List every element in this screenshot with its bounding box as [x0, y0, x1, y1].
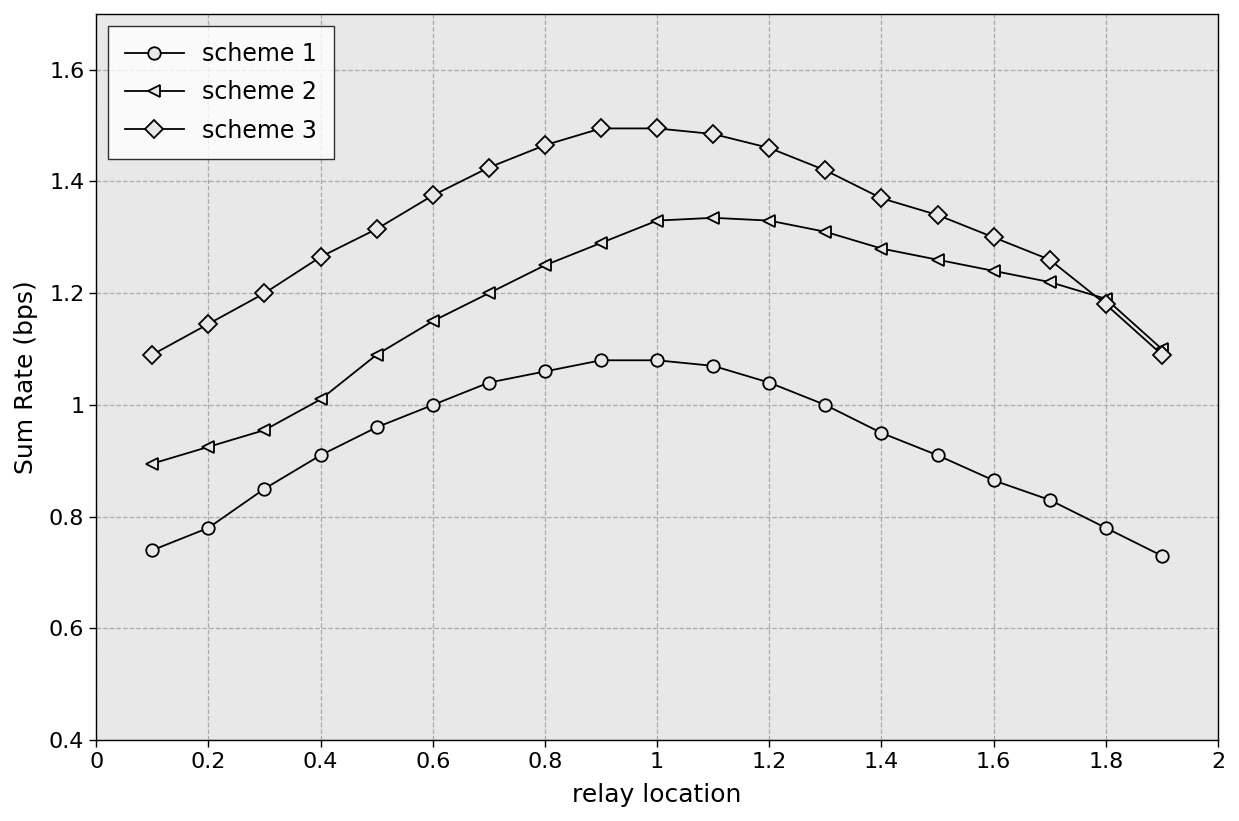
scheme 2: [425, 316, 440, 326]
scheme 2: [201, 442, 216, 452]
scheme 1: [986, 475, 1001, 485]
scheme 2: [145, 459, 160, 469]
scheme 3: [369, 224, 384, 234]
scheme 3: [593, 123, 608, 133]
scheme 1: [313, 451, 328, 461]
scheme 1: [256, 484, 271, 493]
scheme 1: [369, 422, 384, 432]
scheme 3: [201, 319, 216, 329]
Line: scheme 2: scheme 2: [146, 212, 1168, 470]
scheme 3: [649, 123, 664, 133]
scheme 2: [538, 260, 553, 270]
scheme 1: [649, 355, 664, 365]
scheme 3: [930, 210, 945, 220]
scheme 2: [1099, 294, 1114, 304]
X-axis label: relay location: relay location: [572, 783, 742, 807]
scheme 3: [482, 163, 497, 172]
scheme 2: [818, 227, 833, 236]
scheme 1: [873, 428, 888, 438]
scheme 3: [818, 165, 833, 175]
Y-axis label: Sum Rate (bps): Sum Rate (bps): [14, 280, 38, 474]
scheme 1: [425, 400, 440, 410]
scheme 3: [1155, 350, 1170, 360]
scheme 1: [818, 400, 833, 410]
scheme 2: [313, 394, 328, 404]
scheme 3: [313, 252, 328, 262]
scheme 2: [649, 216, 664, 226]
Line: scheme 3: scheme 3: [146, 122, 1168, 361]
Legend: scheme 1, scheme 2, scheme 3: scheme 1, scheme 2, scheme 3: [108, 25, 333, 159]
scheme 3: [1099, 300, 1114, 310]
scheme 1: [538, 366, 553, 376]
scheme 3: [538, 140, 553, 150]
scheme 1: [930, 451, 945, 461]
scheme 3: [873, 193, 888, 203]
scheme 1: [145, 545, 160, 555]
scheme 3: [256, 288, 271, 298]
scheme 2: [762, 216, 777, 226]
scheme 2: [1042, 277, 1057, 287]
scheme 2: [706, 213, 721, 222]
scheme 1: [1155, 551, 1170, 561]
scheme 3: [1042, 255, 1057, 264]
scheme 3: [425, 190, 440, 200]
scheme 1: [593, 355, 608, 365]
scheme 3: [762, 143, 777, 153]
scheme 2: [873, 244, 888, 254]
scheme 3: [986, 232, 1001, 242]
scheme 2: [1155, 344, 1170, 354]
scheme 3: [145, 350, 160, 360]
scheme 2: [256, 425, 271, 435]
scheme 2: [593, 238, 608, 248]
scheme 1: [706, 361, 721, 371]
scheme 1: [1042, 495, 1057, 505]
scheme 2: [930, 255, 945, 264]
scheme 1: [201, 523, 216, 533]
scheme 2: [482, 288, 497, 298]
Line: scheme 1: scheme 1: [146, 354, 1168, 562]
scheme 3: [706, 129, 721, 139]
scheme 1: [482, 378, 497, 388]
scheme 1: [1099, 523, 1114, 533]
scheme 2: [986, 266, 1001, 276]
scheme 1: [762, 378, 777, 388]
scheme 2: [369, 350, 384, 360]
